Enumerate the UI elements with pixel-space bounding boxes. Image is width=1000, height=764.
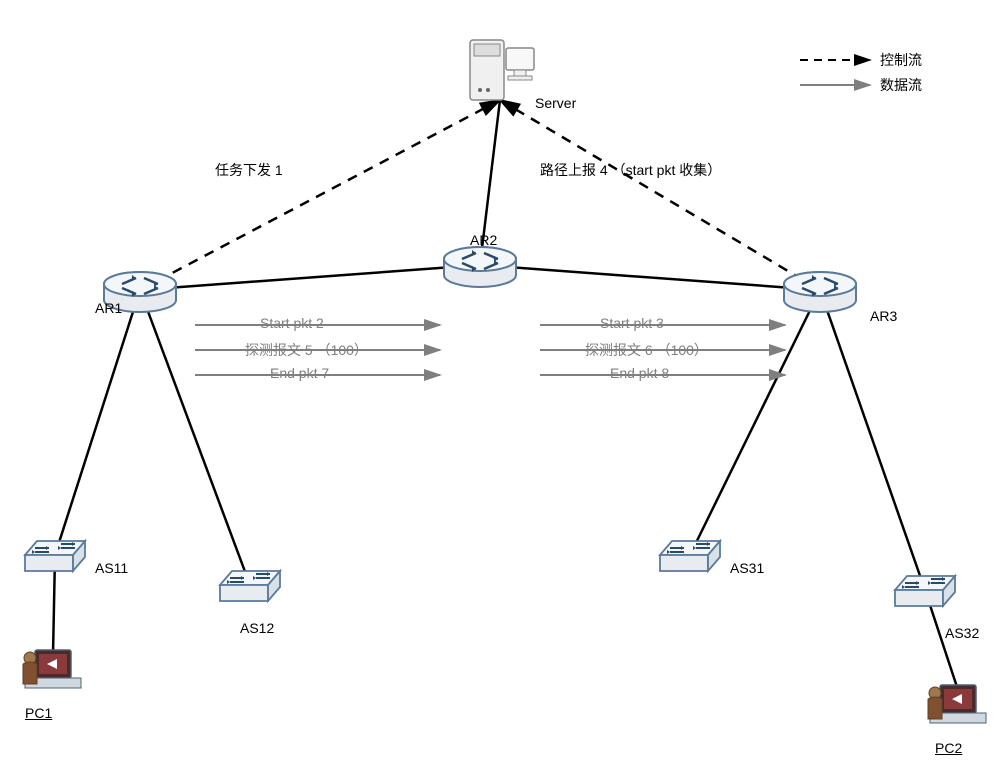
path-report-label: 路径上报 4 （start pkt 收集） (540, 160, 721, 180)
pc1-label: PC1 (25, 705, 52, 721)
switch-icon (25, 541, 85, 571)
server-label: Server (535, 95, 576, 111)
ar2-label: AR2 (470, 232, 497, 248)
as32-label: AS32 (945, 625, 979, 641)
as11-label: AS11 (95, 560, 128, 576)
switch-icon (220, 571, 280, 601)
diagram-canvas (0, 0, 1000, 764)
router-icon (444, 247, 516, 287)
control-edge (500, 100, 820, 290)
switch-icon (660, 541, 720, 571)
legend-data-label: 数据流 (880, 77, 922, 93)
legend-control-label: 控制流 (880, 52, 922, 68)
router-icon (784, 272, 856, 312)
topology-edge (140, 290, 250, 585)
topology-edge (690, 290, 820, 555)
flow-label-l3: End pkt 7 (270, 365, 329, 381)
as12-label: AS12 (240, 620, 274, 636)
pc-icon (23, 650, 81, 688)
flow-label-l1: Start pkt 2 (260, 315, 324, 331)
flow-label-l2: 探测报文 5 （100） (245, 340, 368, 360)
topology-edge (55, 290, 140, 555)
task-issue-label: 任务下发 1 (215, 160, 283, 180)
ar1-label: AR1 (95, 300, 122, 316)
flow-label-r2: 探测报文 6 （100） (585, 340, 708, 360)
topology-edge (820, 290, 925, 590)
ar3-label: AR3 (870, 308, 897, 324)
flow-label-r1: Start pkt 3 (600, 315, 664, 331)
server-icon (470, 40, 534, 100)
legend: 控制流 数据流 (800, 50, 980, 100)
pc-icon (928, 685, 986, 723)
pc2-label: PC2 (935, 740, 962, 756)
flow-label-r3: End pkt 8 (610, 365, 669, 381)
topology-edge (480, 265, 820, 290)
switch-icon (895, 576, 955, 606)
as31-label: AS31 (730, 560, 764, 576)
topology-edge (140, 265, 480, 290)
